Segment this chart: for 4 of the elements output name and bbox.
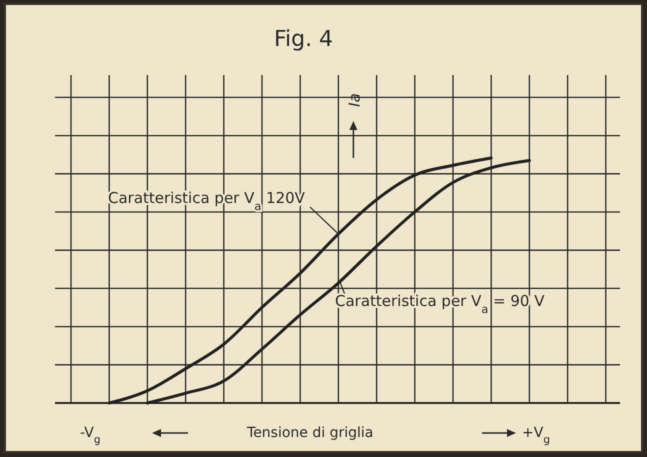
x-axis-title: Tensione di griglia bbox=[246, 425, 374, 441]
text: +V$_{g}$ bbox=[522, 425, 550, 446]
text: -V$_{g}$ bbox=[80, 425, 100, 446]
chart-title: Fig. 4 bbox=[274, 27, 334, 52]
